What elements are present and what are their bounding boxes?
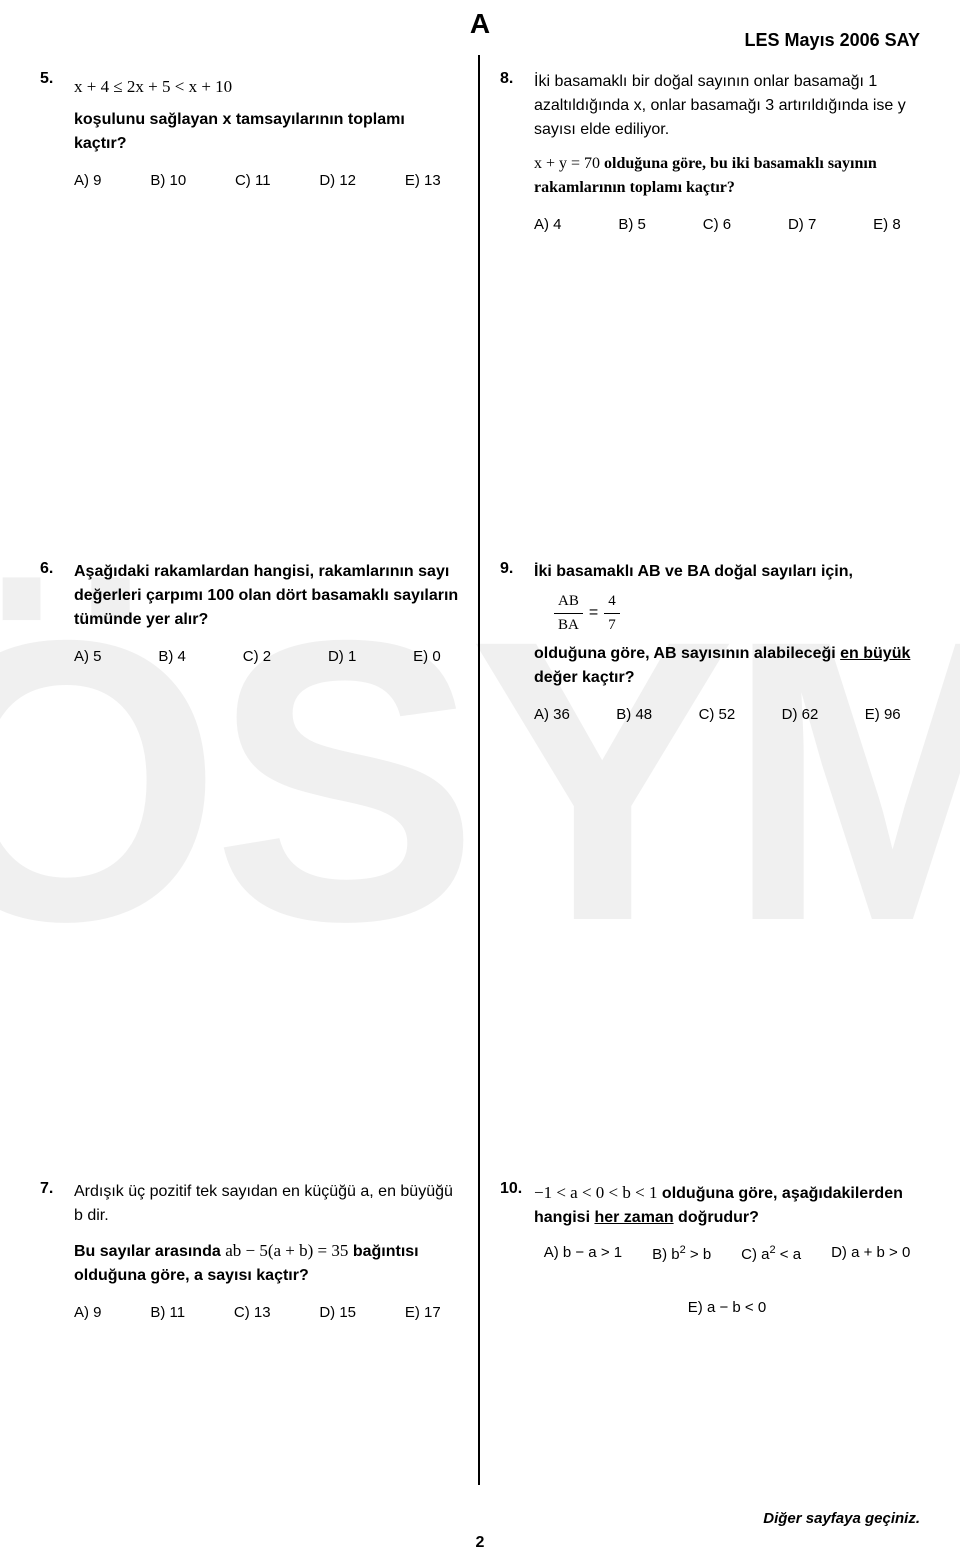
- question-9: 9. İki basamaklı AB ve BA doğal sayıları…: [500, 560, 920, 727]
- q10-choice-c: C) a2 < a: [741, 1242, 801, 1267]
- q7-choice-c: C) 13: [234, 1302, 271, 1325]
- q5-choice-c: C) 11: [235, 170, 271, 193]
- q10-choice-d: D) a + b > 0: [831, 1242, 910, 1267]
- q10-choice-b: B) b2 > b: [652, 1242, 711, 1267]
- question-5: 5. x + 4 ≤ 2x + 5 < x + 10 koşulunu sağl…: [40, 70, 460, 192]
- q10-choice-e: E) a − b < 0: [688, 1297, 766, 1320]
- q5-choice-a: A) 9: [74, 170, 102, 193]
- q6-choice-a: A) 5: [74, 646, 102, 669]
- booklet-letter: A: [470, 8, 490, 40]
- q9-text2-pre: olduğuna göre, AB sayısının alabileceği: [534, 645, 840, 662]
- q5-choice-b: B) 10: [150, 170, 186, 193]
- q9-frac-num-r: 4: [604, 590, 620, 614]
- q5-formula: x + 4 ≤ 2x + 5 < x + 10: [74, 74, 460, 100]
- q8-choice-e: E) 8: [873, 214, 901, 237]
- q9-text1: İki basamaklı AB ve BA doğal sayıları iç…: [534, 560, 920, 584]
- q9-frac-eq: =: [589, 601, 598, 625]
- q7-choice-e: E) 17: [405, 1302, 441, 1325]
- q6-text: Aşağıdaki rakamlardan hangisi, rakamları…: [74, 560, 460, 632]
- q7-choice-d: D) 15: [319, 1302, 356, 1325]
- q7-choice-b: B) 11: [150, 1302, 185, 1325]
- exam-title: LES Mayıs 2006 SAY: [745, 30, 920, 51]
- q9-fraction: AB BA = 4 7: [554, 590, 920, 636]
- question-8: 8. İki basamaklı bir doğal sayının onlar…: [500, 70, 920, 237]
- q8-line2: x + y = 70 olduğuna göre, bu iki basamak…: [534, 155, 877, 196]
- q7-formula: ab − 5(a + b) = 35: [225, 1241, 348, 1260]
- q10-text-post: doğrudur?: [674, 1209, 759, 1226]
- q6-choice-b: B) 4: [158, 646, 186, 669]
- q8-choice-c: C) 6: [703, 214, 731, 237]
- q10-formula: −1 < a < 0 < b < 1: [534, 1183, 657, 1202]
- q7-choice-a: A) 9: [74, 1302, 102, 1325]
- q9-choice-a: A) 36: [534, 704, 570, 727]
- q10-choice-b-pre: B) b: [652, 1246, 680, 1263]
- q9-choices: A) 36 B) 48 C) 52 D) 62 E) 96: [534, 704, 901, 727]
- q10-choice-a: A) b − a > 1: [544, 1242, 622, 1267]
- q5-text: koşulunu sağlayan x tamsayılarının topla…: [74, 108, 460, 156]
- q8-choices: A) 4 B) 5 C) 6 D) 7 E) 8: [534, 214, 901, 237]
- q5-choice-e: E) 13: [405, 170, 441, 193]
- q5-choice-d: D) 12: [319, 170, 356, 193]
- q5-choices: A) 9 B) 10 C) 11 D) 12 E) 13: [74, 170, 441, 193]
- q9-number: 9.: [500, 560, 524, 727]
- question-6: 6. Aşağıdaki rakamlardan hangisi, rakaml…: [40, 560, 460, 669]
- q7-text2-pre: Bu sayılar arasında: [74, 1243, 225, 1260]
- footer-next-page: Diğer sayfaya geçiniz.: [763, 1510, 920, 1527]
- q7-choices: A) 9 B) 11 C) 13 D) 15 E) 17: [74, 1302, 441, 1325]
- q9-frac-num-l: AB: [554, 590, 583, 614]
- q7-number: 7.: [40, 1180, 64, 1325]
- q10-choice-b-post: > b: [686, 1246, 711, 1263]
- q10-text-underline: her zaman: [594, 1209, 673, 1226]
- q8-choice-b: B) 5: [618, 214, 646, 237]
- q10-choice-c-pre: C) a: [741, 1246, 769, 1263]
- q9-choice-d: D) 62: [782, 704, 819, 727]
- column-divider: [478, 55, 480, 1485]
- q10-number: 10.: [500, 1180, 524, 1319]
- q6-choice-d: D) 1: [328, 646, 356, 669]
- q7-text2: Bu sayılar arasında ab − 5(a + b) = 35 b…: [74, 1238, 460, 1288]
- q8-text2: x + y = 70 olduğuna göre, bu iki basamak…: [534, 152, 920, 200]
- q10-choice-c-post: < a: [776, 1246, 801, 1263]
- q8-text1: İki basamaklı bir doğal sayının onlar ba…: [534, 70, 920, 142]
- question-10: 10. −1 < a < 0 < b < 1 olduğuna göre, aş…: [500, 1180, 920, 1319]
- q10-text: −1 < a < 0 < b < 1 olduğuna göre, aşağıd…: [534, 1180, 920, 1230]
- q9-frac-den-r: 7: [604, 614, 620, 637]
- q6-choice-e: E) 0: [413, 646, 441, 669]
- q6-number: 6.: [40, 560, 64, 669]
- q10-choices: A) b − a > 1 B) b2 > b C) a2 < a D) a + …: [534, 1242, 920, 1319]
- q9-choice-c: C) 52: [699, 704, 736, 727]
- q8-number: 8.: [500, 70, 524, 237]
- q9-frac-den-l: BA: [554, 614, 583, 637]
- question-7: 7. Ardışık üç pozitif tek sayıdan en küç…: [40, 1180, 460, 1325]
- q8-choice-d: D) 7: [788, 214, 816, 237]
- q9-text2-underline: en büyük: [840, 645, 910, 662]
- q6-choice-c: C) 2: [243, 646, 271, 669]
- q9-choice-e: E) 96: [865, 704, 901, 727]
- q6-choices: A) 5 B) 4 C) 2 D) 1 E) 0: [74, 646, 441, 669]
- q9-text2: olduğuna göre, AB sayısının alabileceği …: [534, 642, 920, 690]
- q8-choice-a: A) 4: [534, 214, 562, 237]
- q5-number: 5.: [40, 70, 64, 192]
- page-number: 2: [476, 1534, 485, 1552]
- q7-text1: Ardışık üç pozitif tek sayıdan en küçüğü…: [74, 1180, 460, 1228]
- q9-choice-b: B) 48: [616, 704, 652, 727]
- q9-text2-post: değer kaçtır?: [534, 669, 634, 686]
